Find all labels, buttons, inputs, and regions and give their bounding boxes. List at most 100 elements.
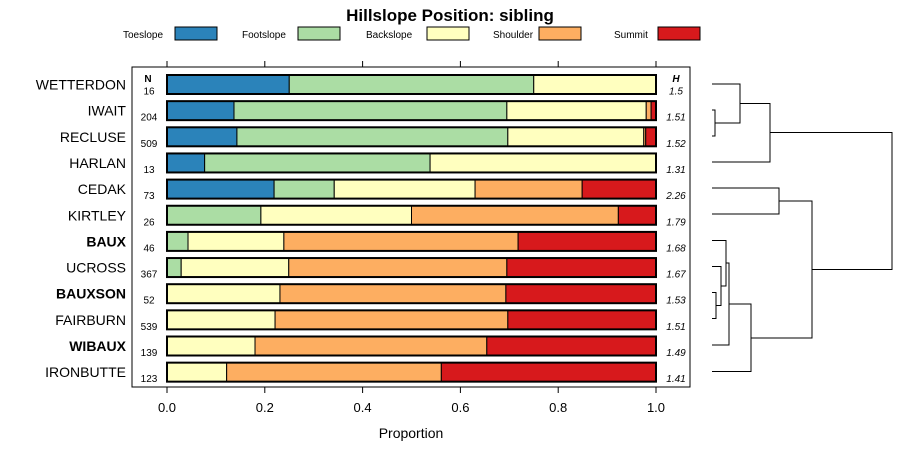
n-value: 52 [143, 296, 155, 307]
bar-segment-shoulder [226, 362, 442, 383]
bar-segment-footslope [166, 231, 189, 252]
bar-segment-shoulder [645, 100, 652, 121]
bars [166, 74, 657, 383]
legend: Toeslope Footslope Backslope Shoulder Summit [123, 26, 701, 41]
bar-segment-backslope [180, 257, 290, 278]
n-value: 26 [143, 217, 155, 228]
bar-segment-footslope [233, 100, 508, 121]
row-label: UCROSS [66, 260, 126, 276]
bar-segment-footslope [204, 152, 431, 173]
h-value: 1.79 [666, 217, 686, 228]
bar-outline [166, 257, 657, 279]
legend-swatch [297, 26, 341, 41]
bar-outline [166, 204, 657, 226]
h-value: 1.31 [666, 165, 685, 176]
x-tick-label: 1.0 [647, 400, 665, 415]
bar-segment-backslope [429, 152, 657, 173]
dendrogram-branch [712, 103, 771, 163]
n-value: 46 [143, 243, 155, 254]
bar-segment-footslope [236, 126, 509, 147]
bar-segment-shoulder [288, 257, 508, 278]
h-header: H [672, 74, 680, 85]
bar-segment-shoulder [254, 336, 488, 356]
dendrogram-branch [712, 292, 717, 319]
h-value: 1.67 [666, 270, 686, 281]
bar-segment-backslope [166, 362, 228, 383]
bar-segment-shoulder [283, 231, 519, 252]
n-value: 204 [141, 113, 158, 124]
bar-segment-summit [507, 309, 657, 330]
bar-outline [166, 309, 657, 331]
legend-swatch [657, 26, 701, 41]
dendrogram [712, 83, 893, 372]
bar-outline [166, 74, 657, 95]
dendrogram-branch [712, 240, 727, 287]
bar-segment-backslope [260, 205, 412, 226]
bar-segment-footslope [288, 74, 535, 95]
bar-segment-summit [486, 336, 657, 356]
bar-outline [166, 152, 657, 174]
n-value: 539 [141, 322, 158, 333]
plot-panel [131, 66, 691, 388]
x-tick-label: 0.8 [549, 400, 567, 415]
x-axis: 0.0 0.2 0.4 0.6 0.8 1.0 [158, 61, 665, 415]
bar-outline [166, 100, 657, 122]
n-header: N [144, 74, 151, 85]
row-labels: WETTERDON 16 1.5 IWAIT 204 1.51 RECLUSE 509 1.52… [36, 77, 686, 386]
bar-segment-backslope [166, 283, 281, 304]
row-label: IRONBUTTE [45, 364, 126, 380]
x-tick-label: 0.2 [256, 400, 274, 415]
legend-label: Summit [614, 30, 648, 41]
x-tick-label: 0.6 [451, 400, 469, 415]
n-value: 13 [143, 165, 155, 176]
row-label: BAUXSON [56, 286, 126, 302]
n-value: 16 [143, 87, 155, 98]
h-value: 1.68 [666, 243, 686, 254]
legend-swatch [538, 26, 582, 41]
row-label: HARLAN [69, 155, 126, 171]
row-label: CEDAK [78, 181, 127, 197]
bar-segment-footslope [166, 257, 182, 278]
bar-segment-summit [517, 231, 657, 252]
bar-segment-backslope [506, 100, 647, 121]
legend-label: Footslope [242, 30, 286, 41]
legend-label: Backslope [366, 30, 413, 41]
n-value: 367 [141, 270, 158, 281]
bar-segment-backslope [333, 179, 476, 200]
bar-segment-footslope [273, 179, 335, 200]
bar-segment-toeslope [166, 179, 275, 200]
bar-segment-summit [506, 257, 657, 278]
h-value: 1.5 [669, 87, 683, 98]
bar-segment-shoulder [411, 205, 619, 226]
legend-label: Shoulder [493, 30, 534, 41]
legend-swatch [174, 26, 218, 41]
bar-segment-backslope [507, 126, 645, 147]
n-value: 123 [141, 374, 158, 385]
chart-title: Hillslope Position: sibling [346, 6, 554, 25]
row-label: WETTERDON [36, 77, 126, 93]
bar-outline [166, 361, 657, 383]
row-label: RECLUSE [60, 129, 126, 145]
bar-segment-summit [581, 179, 657, 200]
bar-segment-toeslope [166, 152, 206, 173]
dendrogram-branch [751, 200, 813, 339]
h-value: 1.52 [666, 139, 686, 150]
h-value: 1.41 [666, 374, 685, 385]
bar-segment-toeslope [166, 100, 235, 121]
row-label: FAIRBURN [55, 312, 126, 328]
bar-outline [166, 335, 657, 357]
h-value: 1.51 [666, 113, 685, 124]
dendrogram-branch [712, 109, 716, 137]
bar-segment-footslope [166, 205, 262, 226]
n-value: 73 [143, 191, 155, 202]
h-value: 1.51 [666, 322, 685, 333]
dendrogram-branch [712, 303, 752, 372]
bar-segment-backslope [166, 336, 256, 356]
bar-outline [166, 126, 657, 148]
bar-segment-summit [645, 126, 657, 147]
legend-label: Toeslope [123, 30, 163, 41]
bar-segment-backslope [533, 74, 657, 95]
bar-segment-toeslope [166, 126, 238, 147]
x-tick-label: 0.0 [158, 400, 176, 415]
